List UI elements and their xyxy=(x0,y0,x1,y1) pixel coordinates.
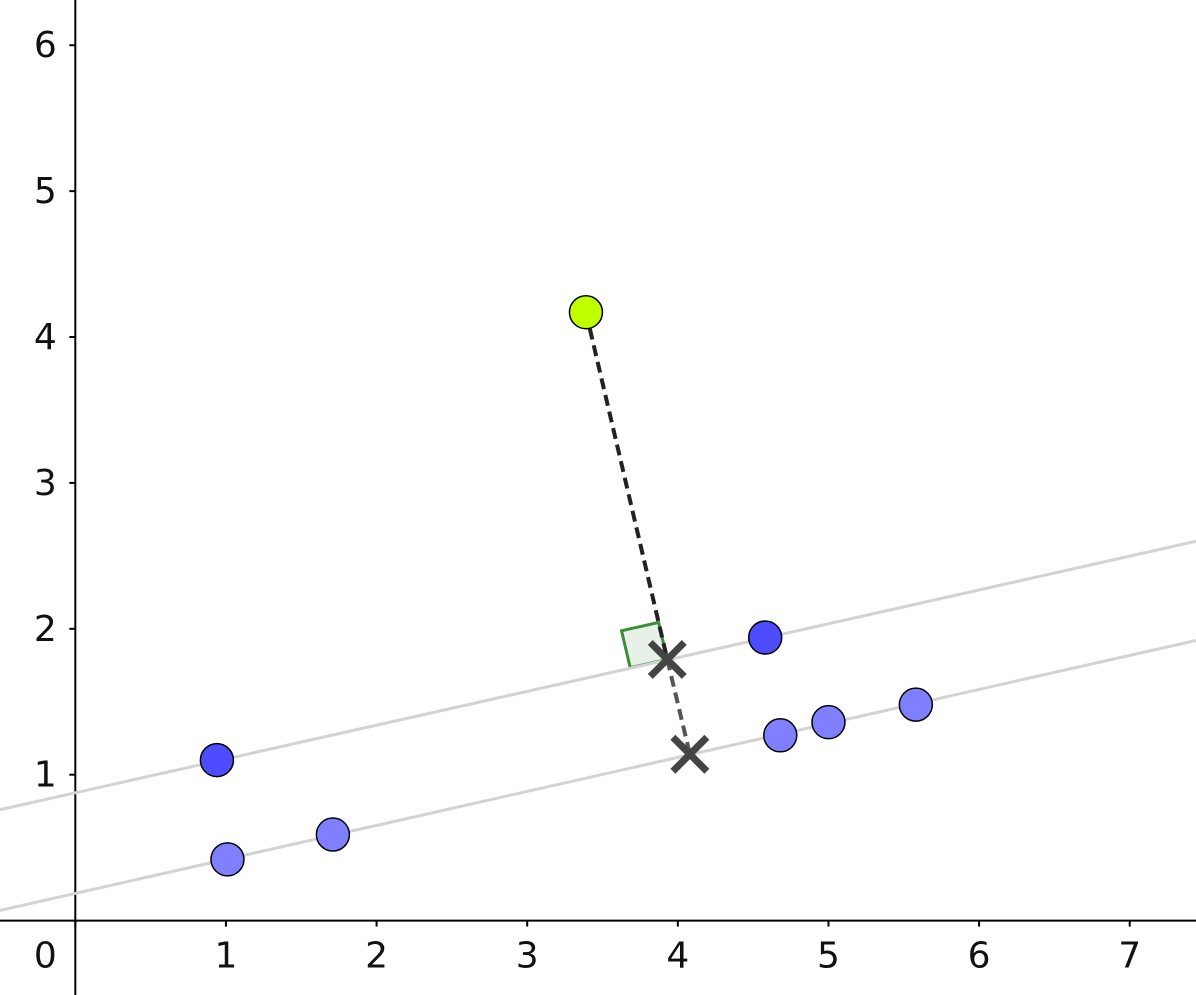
fit-line xyxy=(0,639,1196,912)
point xyxy=(210,842,245,877)
y-tick-label: 1 xyxy=(34,755,57,796)
point xyxy=(898,687,934,722)
cross-point xyxy=(647,639,687,679)
point xyxy=(811,704,846,740)
projection-line xyxy=(584,311,670,660)
fit-line xyxy=(0,539,1196,812)
point xyxy=(199,742,235,778)
x-tick-label: 5 xyxy=(817,936,840,977)
point xyxy=(315,817,351,852)
y-tick-label: 5 xyxy=(34,171,57,212)
x-tick-label: 7 xyxy=(1118,936,1141,977)
x-tick-label: 4 xyxy=(666,936,689,977)
y-tick-label: 3 xyxy=(34,463,57,504)
x-tick-label: 1 xyxy=(214,936,237,977)
x-tick-label: 3 xyxy=(516,936,539,977)
point xyxy=(763,718,798,753)
x-tick-label: 2 xyxy=(365,936,388,977)
y-tick-label: 6 xyxy=(34,25,57,66)
point xyxy=(747,620,783,655)
x-tick-label: 0 xyxy=(34,936,57,977)
y-tick-label: 4 xyxy=(34,317,57,358)
x-tick-label: 6 xyxy=(968,936,991,977)
y-tick-label: 2 xyxy=(34,609,57,650)
cross-point xyxy=(670,734,710,774)
point xyxy=(568,294,604,330)
